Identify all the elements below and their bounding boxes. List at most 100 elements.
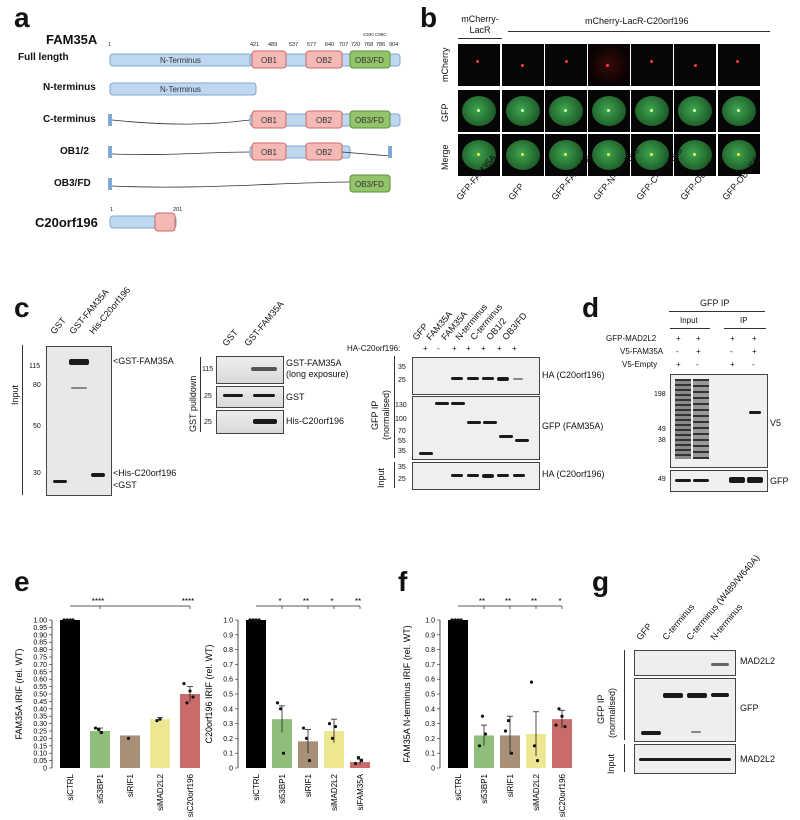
d-mw-38: 38 [658, 437, 666, 444]
row-label-full: Full length [18, 52, 69, 63]
g-blot-2 [634, 678, 736, 742]
ytick-label-2-4: 0.4 [425, 706, 435, 713]
xlabel-0-3: siMAD2L2 [156, 773, 165, 810]
scale-bar [742, 174, 766, 176]
d-sign-r2-c2: + [730, 360, 735, 369]
micrograph-r1-c1 [502, 90, 544, 132]
panel-b-header-right-line [508, 31, 770, 32]
pt-2-3-2 [535, 759, 540, 763]
d-sign-r2-c0: + [676, 360, 681, 369]
c3-mw-t0: 35 [398, 364, 406, 371]
pt-2-1-0 [477, 744, 482, 748]
c1-right-fam: <GST-FAM35A [113, 356, 174, 366]
c1-side-line [22, 345, 23, 495]
ytick-label-2-0: 0 [431, 766, 435, 773]
pt-1-1-2 [281, 751, 286, 755]
tick-707: 707 [339, 42, 348, 48]
ytick-label-2-8: 0.8 [425, 647, 435, 654]
ytick-label-0-16: 0.80 [33, 647, 47, 654]
pt-1-2-0 [301, 726, 306, 730]
tick-640: 640 [325, 42, 334, 48]
xlabel-2-1: si53BP1 [480, 773, 489, 803]
pt-2-4-2 [560, 714, 564, 718]
micrograph-r1-c0 [458, 90, 500, 132]
c3-mw-b1: 25 [398, 476, 406, 483]
c1-blot [46, 346, 112, 496]
pt-1-1-1 [278, 707, 283, 711]
c2-mw-1: 25 [204, 393, 212, 400]
ytick-label-0-2: 0.10 [33, 751, 47, 758]
ytick-label-0-10: 0.50 [33, 692, 47, 699]
c2-right-0: GST-FAM35A [286, 358, 342, 368]
panel-b-header-left-line [458, 38, 502, 39]
micrograph-r0-c2 [545, 44, 587, 86]
pt-2-3-1 [532, 744, 537, 748]
micrograph-r1-c5 [674, 90, 716, 132]
d-row-1: V5-FAM35A [620, 347, 664, 356]
pt-2-2-0 [503, 729, 508, 733]
ytick-label-1-2: 0.2 [223, 736, 233, 743]
pt-2-4-0 [554, 723, 558, 727]
pt-1-3-0 [327, 722, 332, 726]
bar-0-2 [120, 735, 140, 768]
g-side-line-bot [624, 744, 625, 772]
c1-mw-50: 50 [33, 423, 41, 430]
d-mw-49b: 49 [658, 476, 666, 483]
g-right-1: GFP [740, 703, 759, 713]
ytick-label-0-17: 0.85 [33, 640, 47, 647]
c1-mw-115: 115 [29, 363, 41, 370]
pt-2-4-3 [563, 724, 567, 729]
c3-side-line-top [394, 356, 395, 458]
xlabel-1-4: siFAM35A [356, 773, 365, 810]
d-sign-r0-c0: + [676, 334, 681, 343]
micrograph-r1-c3 [588, 90, 630, 132]
panel-b-header-right: mCherry-LacR-C20orf196 [585, 16, 689, 26]
pt-1-0-3 [257, 618, 261, 622]
ytick-label-1-7: 0.7 [223, 662, 233, 669]
d-sign-r0-c2: + [730, 334, 735, 343]
c2-blot-bot [216, 410, 284, 434]
micrograph-r0-c4 [631, 44, 673, 86]
c2-mw-2: 25 [204, 419, 212, 426]
panel-a-protein-title: FAM35A [46, 32, 98, 47]
tick-537: 537 [289, 42, 298, 48]
d-sign-r0-c1: + [696, 334, 701, 343]
bar-0-3 [150, 719, 170, 768]
c3-sign-1: - [437, 344, 440, 353]
c2-side-line [200, 357, 201, 432]
micrograph-r1-c6 [718, 90, 760, 132]
c2-right-3: His-C20orf196 [286, 416, 345, 426]
d-mw-49a: 49 [658, 426, 666, 433]
d-col-input-line [670, 328, 710, 329]
sig-label-2-0: ** [479, 597, 485, 606]
ytick-label-0-11: 0.55 [33, 684, 47, 691]
bar-0-0 [60, 620, 80, 768]
pt-2-0-2 [456, 618, 460, 622]
panel-b-header-left: mCherry-LacR [461, 14, 499, 35]
c3-right-2: HA (C20orf196) [542, 469, 605, 479]
full-ob1-label: OB1 [261, 56, 278, 65]
panel-d-label: d [582, 292, 600, 323]
c3-blot-mid [412, 396, 540, 460]
ytick-label-2-9: 0.9 [425, 632, 435, 639]
ytick-label-1-4: 0.4 [223, 706, 233, 713]
ytick-label-0-5: 0.25 [33, 729, 47, 736]
c3-mw-m1: 100 [395, 416, 407, 423]
pt-2-2-1 [506, 719, 511, 723]
xlabel-0-2: siRIF1 [126, 773, 135, 797]
d-right-gfp: GFP [770, 476, 789, 486]
pt-2-0-0 [450, 618, 454, 622]
ytick-label-1-3: 0.3 [223, 721, 233, 728]
panel-e-label: e [14, 566, 30, 597]
panel-b-label: b [420, 2, 438, 33]
tick-1: 1 [108, 42, 111, 48]
xlabel-0-4: siC20orf196 [186, 773, 195, 817]
ytick-label-0-20: 1.00 [33, 618, 47, 625]
pt-1-0-2 [254, 618, 258, 622]
g-blot-3 [634, 744, 736, 774]
d-title-line [669, 311, 765, 312]
tick-421: 421 [250, 42, 259, 48]
tick-c93c: C93C [363, 32, 375, 37]
pt-0-0-2 [68, 618, 72, 622]
